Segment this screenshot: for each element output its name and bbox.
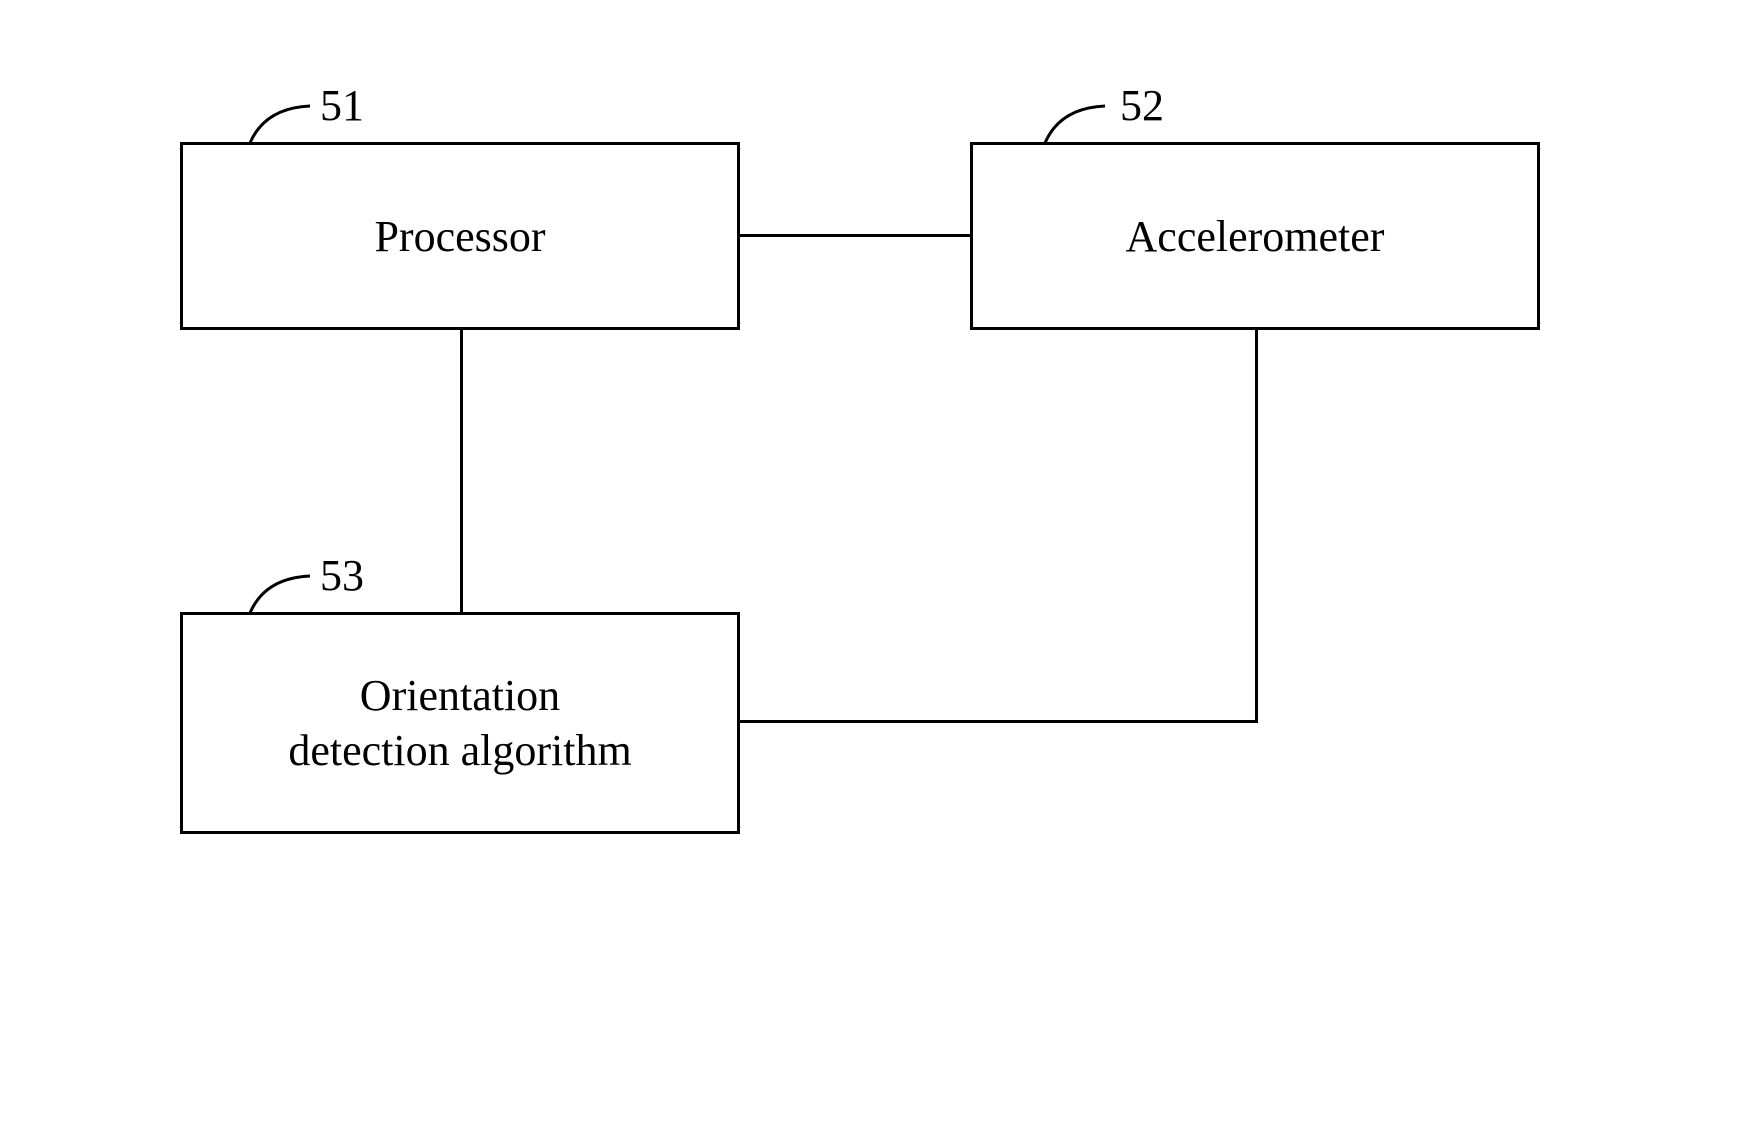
orientation-block: Orientation detection algorithm — [180, 612, 740, 834]
processor-block: Processor — [180, 142, 740, 330]
accelerometer-ref-number: 52 — [1120, 80, 1164, 131]
orientation-label-line1: Orientation — [360, 671, 560, 720]
accelerometer-block: Accelerometer — [970, 142, 1540, 330]
accelerometer-ref-curve — [1040, 98, 1110, 148]
orientation-ref-number: 53 — [320, 550, 364, 601]
orientation-label-line2: detection algorithm — [288, 726, 631, 775]
processor-label: Processor — [374, 209, 545, 264]
connector-processor-orientation — [460, 330, 463, 612]
processor-ref-number: 51 — [320, 80, 364, 131]
processor-ref-curve — [245, 98, 315, 148]
accelerometer-label: Accelerometer — [1126, 209, 1385, 264]
block-diagram: 51 Processor 52 Accelerometer 53 Orienta… — [0, 0, 1752, 1134]
connector-accelerometer-orientation-vertical — [1255, 330, 1258, 722]
connector-processor-accelerometer — [740, 234, 970, 237]
orientation-label: Orientation detection algorithm — [288, 668, 631, 778]
orientation-ref-curve — [245, 568, 315, 618]
connector-accelerometer-orientation-horizontal — [740, 720, 1258, 723]
